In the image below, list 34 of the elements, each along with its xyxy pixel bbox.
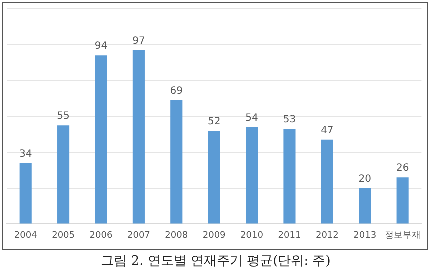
x-tick-label: 정보부재 [384,230,421,241]
x-tick-label: 2006 [90,230,113,241]
bar [58,126,70,224]
bar [396,178,409,224]
x-tick-label: 2007 [127,230,150,241]
x-tick-label: 2009 [202,230,226,241]
data-label: 94 [94,41,108,52]
data-label: 34 [19,148,32,160]
bar [95,56,108,224]
x-tick-label: 2005 [52,230,75,241]
bar [284,129,296,224]
caption: 그림 2. 연도별 연재주기 평균(단위: 주) [100,253,332,270]
x-tick-label: 2004 [14,230,38,241]
x-tick-label: 2011 [278,230,302,241]
data-label: 47 [321,126,334,137]
data-label: 54 [246,112,258,124]
x-tick-label: 2010 [240,230,264,241]
x-tick-label: 2013 [354,230,377,241]
x-tick-label: 2012 [316,230,339,241]
bar [321,140,334,224]
data-label: 53 [283,114,296,126]
bar [20,163,32,224]
data-label: 52 [208,116,221,128]
x-tick-label: 2008 [165,230,188,241]
data-label: 26 [396,163,410,174]
data-label: 20 [358,174,372,185]
bar [170,100,183,224]
bar [132,50,145,224]
data-label: 69 [170,86,184,98]
data-label: 97 [132,36,146,47]
data-label: 55 [57,111,70,122]
bar [359,188,372,224]
bar [208,130,220,224]
bar [246,127,258,224]
